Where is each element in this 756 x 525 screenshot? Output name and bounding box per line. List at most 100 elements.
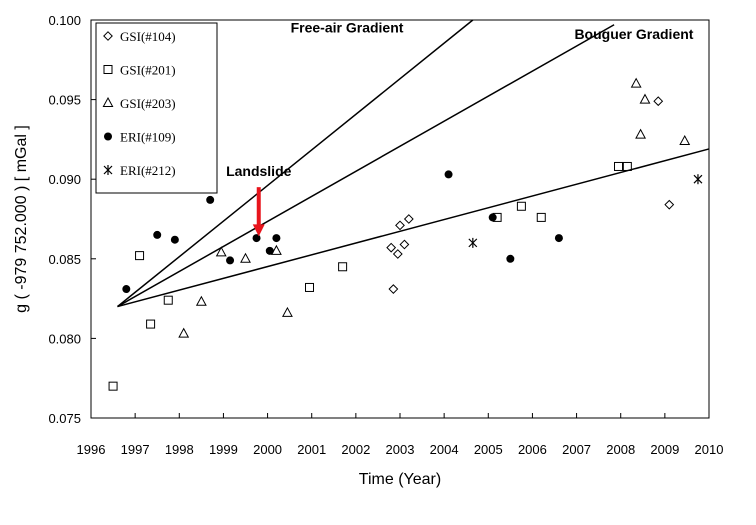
filled-circle-marker (252, 234, 261, 243)
gradient-line (117, 148, 710, 308)
x-axis-ticks: 1996 1997 1998 1999 2000 2001 2002 2003 2004 2005… (77, 413, 724, 457)
filled-circle-marker (488, 213, 497, 222)
x-tick-label: 2008 (606, 442, 635, 457)
filled-circle-marker (104, 132, 112, 141)
asterisk-marker (103, 165, 113, 175)
diamond-marker (399, 239, 410, 250)
filled-circle-marker (206, 195, 215, 204)
triangle-marker (630, 77, 642, 88)
filled-circle-marker (153, 230, 162, 239)
asterisk-marker (468, 237, 478, 248)
square-marker (135, 251, 145, 261)
triangle-marker (635, 128, 647, 139)
legend-label: GSI(#104) (120, 29, 176, 44)
square-marker (305, 282, 315, 292)
filled-circle-marker (170, 235, 179, 244)
x-tick-label: 1999 (209, 442, 238, 457)
square-marker (614, 161, 624, 171)
x-tick-label: 2007 (562, 442, 591, 457)
gradient-line (117, 19, 474, 308)
series-gsi-201- (108, 161, 632, 391)
legend-entry: ERI(#212) (103, 163, 176, 178)
landslide-arrow-head (252, 224, 265, 237)
series-eri-109- (122, 170, 563, 294)
legend-label: GSI(#201) (120, 63, 176, 78)
data-points (108, 77, 703, 391)
x-tick-label: 1997 (121, 442, 150, 457)
triangle-marker (102, 96, 114, 107)
triangle-marker (195, 295, 207, 306)
filled-circle-marker (265, 246, 274, 255)
diamond-marker (392, 249, 403, 259)
legend-box (95, 22, 218, 194)
square-marker (338, 262, 348, 272)
x-tick-label: 2001 (297, 442, 326, 457)
square-marker (536, 212, 546, 222)
diamond-marker (395, 220, 405, 231)
series-gsi-203- (178, 77, 691, 338)
x-tick-label: 1998 (165, 442, 194, 457)
series-gsi-104- (386, 96, 675, 294)
legend-entry: GSI(#203) (102, 96, 176, 111)
annotation-label: Bouguer Gradient (574, 26, 693, 42)
square-marker (108, 381, 118, 391)
filled-circle-marker (272, 234, 281, 243)
x-tick-label: 2010 (695, 442, 724, 457)
diamond-marker (103, 31, 113, 41)
y-tick-label: 0.080 (48, 331, 81, 346)
filled-circle-marker (226, 256, 235, 265)
legend-entry: GSI(#104) (103, 29, 176, 44)
legend-label: ERI(#109) (120, 130, 176, 145)
diamond-marker (388, 284, 399, 294)
triangle-marker (240, 252, 251, 263)
triangle-marker (270, 244, 282, 255)
annotations: Free-air Gradient Bouguer Gradient Landsli… (226, 20, 694, 237)
annotation-label: Free-air Gradient (291, 20, 404, 36)
x-tick-label: 2002 (341, 442, 370, 457)
x-tick-label: 2006 (518, 442, 547, 457)
series-eri-212- (468, 174, 703, 248)
legend: GSI(#104) GSI(#201) GSI(#203) ERI(#109) ERI(… (95, 22, 218, 194)
y-tick-label: 0.075 (48, 411, 81, 426)
gradient-line (117, 24, 615, 308)
triangle-marker (639, 93, 651, 104)
y-axis-ticks: 0.075 0.080 0.085 0.090 0.095 0.100 (48, 13, 96, 426)
square-marker (622, 161, 632, 171)
legend-label: GSI(#203) (120, 96, 176, 111)
square-marker (103, 65, 113, 74)
diamond-marker (653, 96, 664, 107)
y-tick-label: 0.100 (48, 13, 81, 28)
annotation-label: Landslide (226, 163, 292, 179)
x-tick-label: 2003 (386, 442, 415, 457)
filled-circle-marker (506, 254, 515, 263)
x-tick-label: 2000 (253, 442, 282, 457)
diamond-marker (386, 242, 397, 253)
diamond-marker (403, 214, 414, 224)
triangle-marker (215, 246, 227, 257)
square-marker (146, 319, 156, 329)
triangle-marker (178, 327, 190, 338)
triangle-marker (679, 134, 691, 145)
y-tick-label: 0.085 (48, 252, 81, 267)
x-tick-label: 2009 (650, 442, 679, 457)
filled-circle-marker (554, 234, 563, 243)
square-marker (516, 201, 526, 211)
legend-entry: GSI(#201) (103, 63, 176, 78)
square-marker (163, 295, 173, 305)
y-tick-label: 0.095 (48, 93, 81, 108)
x-tick-label: 2005 (474, 442, 503, 457)
filled-circle-marker (444, 170, 453, 179)
triangle-marker (281, 306, 293, 317)
diamond-marker (664, 199, 675, 210)
x-tick-label: 1996 (77, 442, 106, 457)
legend-entry: ERI(#109) (104, 130, 176, 145)
filled-circle-marker (122, 285, 131, 294)
x-tick-label: 2004 (430, 442, 459, 457)
asterisk-marker (693, 174, 703, 185)
y-tick-label: 0.090 (48, 172, 81, 187)
gradient-lines (117, 19, 710, 308)
y-axis-title: g ( -979 752.000 ) [ mGal ] (13, 125, 30, 313)
legend-label: ERI(#212) (120, 163, 176, 178)
x-axis-title: Time (Year) (359, 471, 441, 488)
